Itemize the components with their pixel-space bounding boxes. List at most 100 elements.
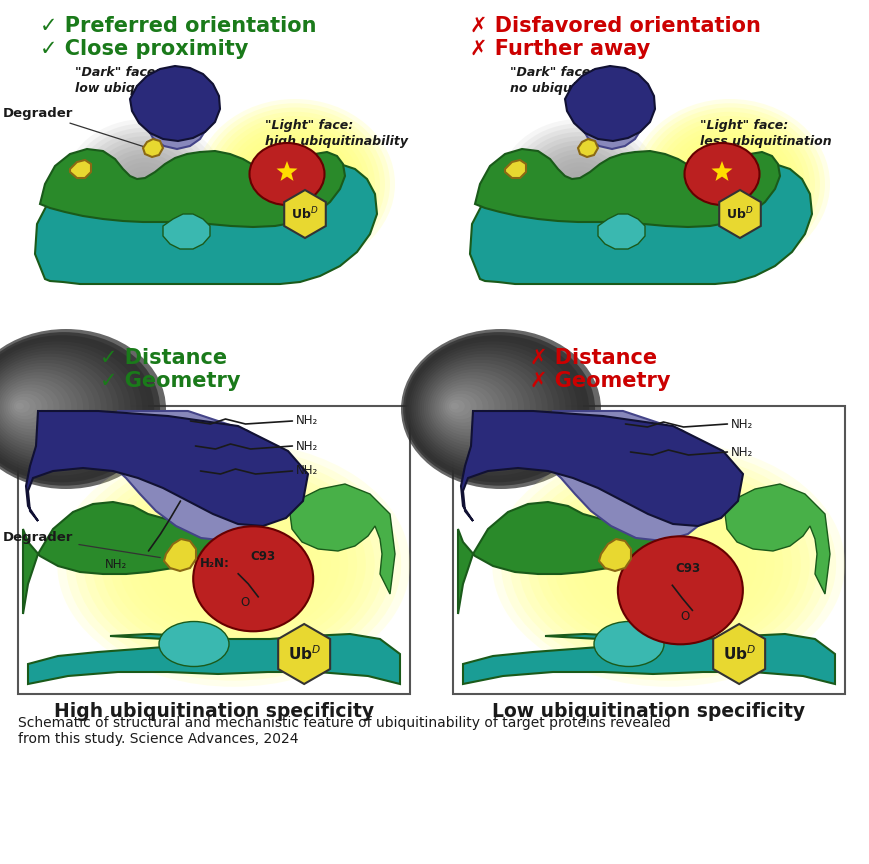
Text: less ubiquitination: less ubiquitination <box>700 135 831 148</box>
Text: ✗ Further away: ✗ Further away <box>469 39 649 59</box>
Ellipse shape <box>66 448 401 681</box>
Ellipse shape <box>660 124 799 244</box>
Ellipse shape <box>159 621 229 666</box>
Text: ✗ Distance: ✗ Distance <box>529 348 656 368</box>
Ellipse shape <box>442 391 482 422</box>
Text: Degrader: Degrader <box>3 531 160 557</box>
Ellipse shape <box>16 403 23 410</box>
Text: no ubiquitination: no ubiquitination <box>509 82 631 95</box>
Ellipse shape <box>545 479 791 650</box>
Text: Degrader: Degrader <box>3 106 145 147</box>
Ellipse shape <box>617 537 742 645</box>
Ellipse shape <box>220 120 369 248</box>
Ellipse shape <box>633 540 703 589</box>
Polygon shape <box>143 139 163 157</box>
Ellipse shape <box>659 558 677 570</box>
Ellipse shape <box>285 175 305 193</box>
Polygon shape <box>504 160 526 178</box>
Ellipse shape <box>417 353 553 462</box>
Ellipse shape <box>408 341 577 476</box>
Ellipse shape <box>450 403 458 410</box>
Ellipse shape <box>649 116 809 252</box>
Ellipse shape <box>634 104 824 264</box>
Ellipse shape <box>426 366 529 449</box>
Text: "Light" face:: "Light" face: <box>265 119 353 132</box>
Text: Low ubiquitination specificity: Low ubiquitination specificity <box>492 702 805 721</box>
Polygon shape <box>70 160 91 178</box>
Ellipse shape <box>110 479 356 650</box>
Ellipse shape <box>411 345 571 473</box>
Text: NH₂: NH₂ <box>296 415 318 428</box>
Polygon shape <box>23 494 233 614</box>
Ellipse shape <box>419 357 547 459</box>
Ellipse shape <box>249 146 340 222</box>
Ellipse shape <box>0 369 89 446</box>
Ellipse shape <box>421 359 541 456</box>
Ellipse shape <box>700 158 760 209</box>
Text: low ubiquitinability: low ubiquitinability <box>75 82 211 95</box>
Ellipse shape <box>588 509 747 619</box>
Text: NH₂: NH₂ <box>296 465 318 478</box>
Ellipse shape <box>83 461 383 669</box>
Ellipse shape <box>86 137 203 232</box>
Ellipse shape <box>568 175 590 193</box>
Ellipse shape <box>136 497 330 632</box>
Ellipse shape <box>0 341 143 476</box>
Ellipse shape <box>0 366 95 449</box>
Ellipse shape <box>113 158 176 210</box>
Text: High ubiquitination specificity: High ubiquitination specificity <box>54 702 374 721</box>
Ellipse shape <box>415 351 559 466</box>
Ellipse shape <box>129 171 161 197</box>
Ellipse shape <box>684 143 759 205</box>
Polygon shape <box>28 634 400 684</box>
Ellipse shape <box>269 162 320 206</box>
Text: ✓ Distance: ✓ Distance <box>100 348 227 368</box>
Ellipse shape <box>0 353 118 462</box>
Ellipse shape <box>81 132 209 236</box>
Ellipse shape <box>423 363 535 453</box>
Ellipse shape <box>510 128 648 240</box>
Ellipse shape <box>597 516 739 613</box>
Ellipse shape <box>118 162 171 206</box>
Polygon shape <box>457 494 667 614</box>
Text: "Dark" face:: "Dark" face: <box>75 66 160 79</box>
Ellipse shape <box>440 388 488 426</box>
Ellipse shape <box>537 149 622 219</box>
Ellipse shape <box>189 534 277 595</box>
Ellipse shape <box>8 391 48 422</box>
Ellipse shape <box>714 171 744 197</box>
Polygon shape <box>40 149 345 227</box>
Ellipse shape <box>674 137 784 231</box>
Text: high ubiquitinability: high ubiquitinability <box>265 135 408 148</box>
Ellipse shape <box>641 546 694 582</box>
Ellipse shape <box>140 180 150 188</box>
Ellipse shape <box>240 137 349 231</box>
Ellipse shape <box>521 137 638 232</box>
Polygon shape <box>129 66 220 141</box>
Ellipse shape <box>265 158 325 209</box>
Text: Schematic of structural and mechanistic feature of ubiquitinability of target pr: Schematic of structural and mechanistic … <box>18 716 670 746</box>
Ellipse shape <box>500 119 660 249</box>
Polygon shape <box>284 190 325 238</box>
Text: Ub$^D$: Ub$^D$ <box>291 206 318 222</box>
Ellipse shape <box>444 394 476 419</box>
Text: NH₂: NH₂ <box>105 557 127 570</box>
Ellipse shape <box>724 180 734 188</box>
Ellipse shape <box>65 119 225 249</box>
Ellipse shape <box>607 522 729 607</box>
Ellipse shape <box>5 388 54 426</box>
Ellipse shape <box>542 154 617 214</box>
Polygon shape <box>719 190 760 238</box>
Ellipse shape <box>96 145 193 223</box>
Ellipse shape <box>0 347 130 469</box>
Ellipse shape <box>0 345 136 473</box>
Ellipse shape <box>509 454 826 675</box>
Polygon shape <box>541 411 720 541</box>
Ellipse shape <box>574 180 585 188</box>
Ellipse shape <box>0 363 101 453</box>
Text: NH₂: NH₂ <box>296 440 318 453</box>
Ellipse shape <box>563 171 595 197</box>
Text: ✗ Disfavored orientation: ✗ Disfavored orientation <box>469 16 760 36</box>
Ellipse shape <box>249 143 324 205</box>
Ellipse shape <box>720 175 740 193</box>
